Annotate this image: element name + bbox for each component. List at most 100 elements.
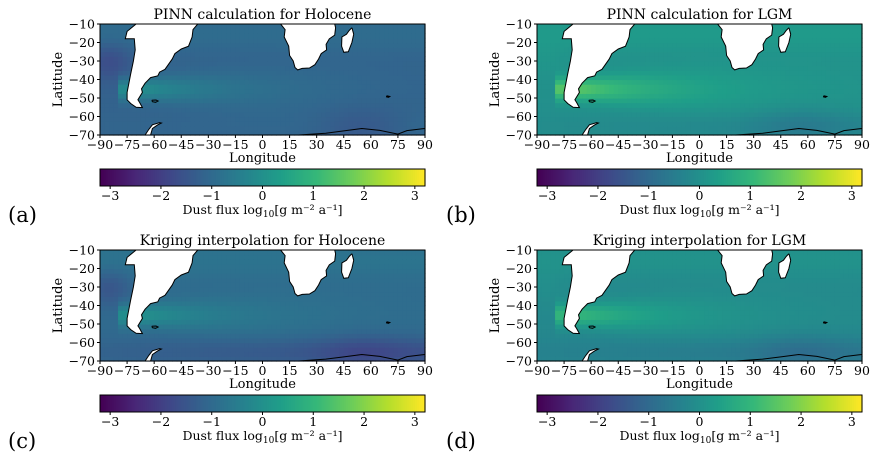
heatmap-cell (771, 93, 777, 99)
x-tick-label: −75 (551, 137, 577, 152)
heatmap-cell (397, 47, 404, 53)
heatmap-cell (194, 33, 200, 39)
colorbar-swatch (331, 169, 335, 186)
heatmap-cell (276, 111, 282, 118)
heatmap-cell (699, 102, 705, 108)
heatmap-cell (158, 319, 164, 325)
heatmap-cell (235, 351, 241, 357)
heatmap-cell (839, 61, 845, 67)
heatmap-cell (577, 88, 583, 94)
heatmap-cell (203, 121, 209, 127)
heatmap-cell (830, 24, 836, 30)
heatmap-cell (604, 84, 610, 90)
heatmap-cell (235, 121, 241, 127)
heatmap-cell (699, 37, 705, 44)
heatmap-cell (172, 102, 178, 108)
heatmap-cell (285, 65, 291, 71)
heatmap-cell (325, 51, 331, 57)
heatmap-cell (798, 107, 804, 113)
heatmap-cell (122, 305, 128, 311)
colorbar-swatch (797, 169, 800, 186)
heatmap-cell (122, 107, 128, 113)
heatmap-cell (325, 121, 331, 127)
heatmap-cell (366, 24, 372, 30)
heatmap-cell (857, 47, 863, 53)
heatmap-cell (618, 65, 624, 71)
heatmap-cell (253, 314, 259, 320)
heatmap-cell (667, 42, 674, 48)
colorbar-swatch (209, 169, 213, 186)
heatmap-cell (402, 33, 408, 39)
heatmap-cell (208, 98, 214, 104)
heatmap-cell (343, 56, 349, 62)
heatmap-cell (402, 47, 408, 53)
heatmap-cell (713, 93, 719, 99)
heatmap-cell (257, 296, 264, 302)
heatmap-cell (276, 342, 282, 348)
heatmap-cell (190, 51, 196, 57)
heatmap-cell (645, 79, 651, 85)
heatmap-cell (118, 310, 124, 316)
heatmap-cell (825, 84, 831, 90)
heatmap-cell (749, 79, 755, 85)
heatmap-cell (267, 56, 273, 62)
heatmap-cell (194, 65, 200, 71)
heatmap-cell (622, 121, 628, 127)
heatmap-cell (604, 65, 610, 71)
heatmap-cell (699, 93, 705, 99)
heatmap-cell (113, 296, 119, 302)
heatmap-cell (785, 111, 791, 118)
heatmap-cell (267, 37, 273, 44)
heatmap-cell (857, 28, 863, 34)
heatmap-cell (388, 125, 394, 131)
heatmap-cell (694, 116, 701, 122)
heatmap-cell (267, 42, 273, 48)
heatmap-cell (393, 84, 399, 90)
heatmap-cell (640, 33, 646, 39)
heatmap-cell (600, 84, 606, 90)
heatmap-cell (194, 84, 200, 90)
heatmap-cell (158, 347, 164, 353)
heatmap-cell (591, 111, 597, 118)
heatmap-cell (208, 254, 214, 260)
heatmap-cell (749, 102, 755, 108)
heatmap-cell (753, 84, 759, 90)
heatmap-cell (172, 79, 178, 85)
heatmap-cell (244, 356, 250, 362)
heatmap-cell (208, 351, 214, 357)
heatmap-cell (537, 107, 543, 113)
heatmap-cell (172, 121, 178, 127)
heatmap-cell (843, 42, 850, 48)
heatmap-cell (352, 121, 358, 127)
heatmap-cell (203, 250, 209, 256)
heatmap-cell (843, 98, 850, 104)
colorbar-swatch (364, 169, 367, 186)
heatmap-cell (713, 79, 719, 85)
heatmap-cell (190, 130, 196, 136)
heatmap-cell (140, 98, 146, 104)
heatmap-cell (158, 111, 164, 118)
heatmap-cell (830, 130, 836, 136)
heatmap-cell (541, 102, 547, 108)
heatmap-cell (694, 70, 701, 76)
colorbar-swatch (667, 169, 670, 186)
colorbar-swatch (760, 169, 764, 186)
heatmap-cell (339, 33, 345, 39)
heatmap-cell (244, 314, 250, 320)
heatmap-cell (271, 282, 277, 288)
heatmap-cell (406, 98, 413, 104)
heatmap-cell (375, 111, 381, 118)
heatmap-cell (325, 93, 331, 99)
heatmap-cell (708, 107, 714, 113)
heatmap-cell (145, 88, 151, 94)
heatmap-cell (555, 61, 561, 67)
heatmap-cell (244, 273, 250, 279)
heatmap-cell (100, 84, 106, 90)
heatmap-cell (834, 74, 841, 81)
heatmap-cell (176, 328, 182, 334)
colorbar-swatch (408, 169, 412, 186)
heatmap-cell (122, 98, 128, 104)
heatmap-cell (393, 130, 399, 136)
colorbar-swatch (341, 169, 345, 186)
heatmap-cell (212, 28, 218, 34)
